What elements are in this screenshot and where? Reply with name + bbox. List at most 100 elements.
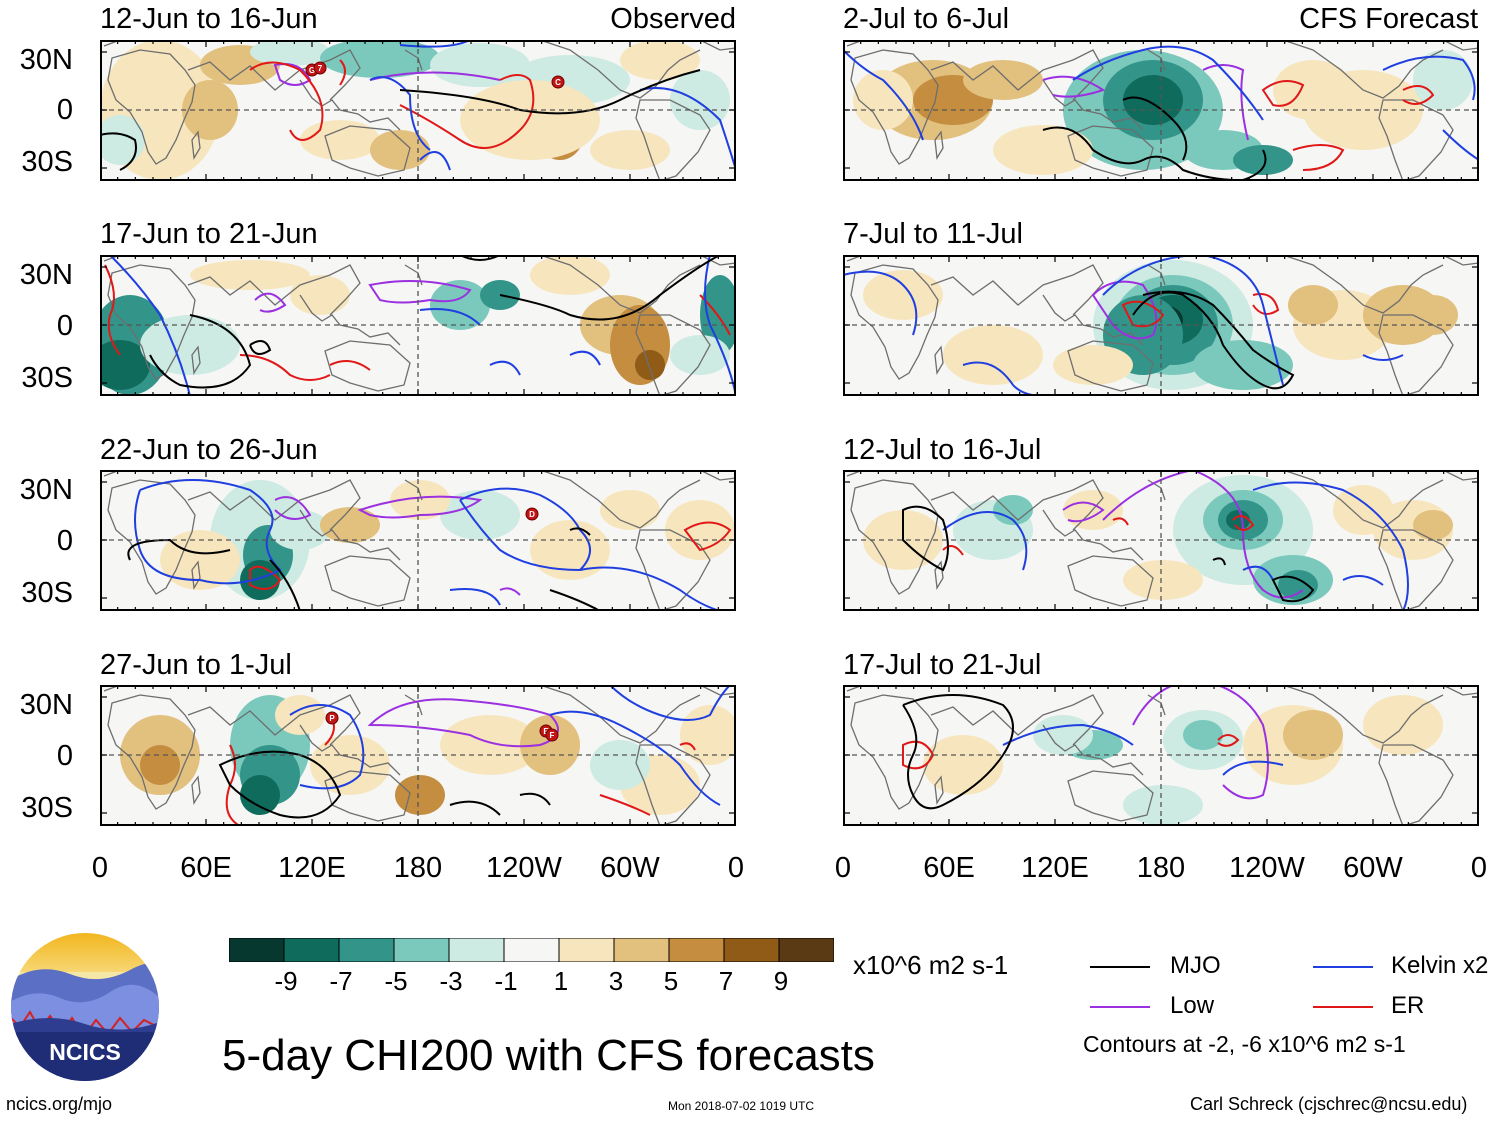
coastline	[850, 479, 939, 595]
coastline	[539, 685, 701, 744]
anomaly-shading	[1123, 75, 1183, 125]
panel-tag-cfs-forecast: CFS Forecast	[1299, 3, 1478, 35]
anomaly-shading	[310, 735, 390, 795]
storm-marker: D	[525, 507, 539, 521]
coastline	[1378, 314, 1454, 396]
mjo-contour	[499, 255, 721, 321]
anomaly-shading	[440, 490, 520, 540]
anomaly-shading	[395, 775, 445, 815]
kelvin-contour	[1362, 354, 1404, 361]
panel-tag-observed: Observed	[610, 3, 736, 35]
anomaly-shading	[320, 507, 380, 543]
coastline	[299, 724, 401, 776]
colorbar-units: x10^6 m2 s-1	[853, 950, 1009, 980]
anomaly-shading	[520, 715, 580, 775]
coastline	[930, 49, 1104, 101]
kelvin-contour	[942, 511, 1028, 571]
map-panel-12jul-16jul	[843, 470, 1479, 611]
coastline	[930, 479, 1104, 531]
kelvin-contour	[549, 710, 721, 806]
low-contour	[1062, 501, 1105, 523]
panel-title-2: 17-Jun to 21-Jun	[100, 218, 318, 250]
coastline	[934, 130, 944, 160]
coastline	[635, 314, 711, 396]
main-title: 5-day CHI200 with CFS forecasts	[222, 1031, 875, 1080]
panel-title-8: 17-Jul to 21-Jul	[843, 649, 1042, 681]
colorbar-swatch	[778, 938, 834, 962]
kelvin-contour	[419, 151, 451, 171]
kelvin-contour	[704, 255, 736, 396]
colorbar-swatch	[393, 938, 450, 962]
storm-marker-label: E	[543, 727, 549, 736]
map-panel-17jul-21jul	[843, 685, 1479, 826]
mjo-contour	[519, 792, 551, 806]
coastline	[539, 40, 701, 99]
panel-title-5: 2-Jul to 6-Jul	[843, 3, 1010, 35]
map-panel-17jun-21jun	[100, 255, 736, 396]
kelvin-contour	[1442, 129, 1479, 161]
er-contour	[249, 61, 324, 141]
mjo-contour	[902, 505, 949, 572]
colorbar-label: -5	[384, 966, 408, 996]
colorbar-swatch	[613, 938, 670, 962]
anomaly-shading	[1283, 710, 1343, 760]
coastline	[850, 694, 939, 810]
er-contour	[104, 264, 121, 356]
coastline	[1282, 470, 1444, 529]
logo-text: NCICS	[49, 1039, 121, 1065]
anomaly-shading	[300, 120, 380, 160]
y-tick-0: 0	[56, 94, 73, 126]
kelvin-contour	[1342, 575, 1384, 586]
colorbar	[229, 938, 834, 962]
storm-marker-label: P	[329, 714, 335, 723]
er-contour	[699, 294, 731, 336]
coastline	[1067, 340, 1154, 392]
er-contour	[239, 354, 331, 381]
y-tick-0: 0	[56, 310, 73, 342]
coastline	[324, 555, 411, 607]
legend-mjo-label: MJO	[1170, 952, 1221, 979]
kelvin-contour	[609, 685, 731, 721]
panel-title-6: 7-Jul to 11-Jul	[843, 218, 1023, 250]
anomaly-shading	[590, 740, 650, 790]
anomaly-shading	[100, 340, 150, 390]
x-tick-60w: 60W	[1343, 852, 1403, 884]
x-tick-0: 0	[834, 852, 852, 884]
coastline	[1282, 685, 1444, 744]
storm-marker-label: F	[550, 731, 555, 740]
coastline	[539, 470, 701, 529]
kelvin-contour	[1242, 565, 1274, 581]
kelvin-contour	[1252, 481, 1409, 611]
kelvin-contour	[843, 270, 918, 336]
footer-url[interactable]: ncics.org/mjo	[6, 1094, 113, 1114]
coastline	[1067, 125, 1154, 177]
colorbar-label: 7	[718, 966, 734, 996]
anomaly-shading	[250, 40, 330, 66]
mjo-contour	[269, 559, 301, 611]
x-tick-180: 180	[393, 852, 443, 884]
kelvin-contour	[1222, 760, 1284, 776]
coastline	[1042, 79, 1144, 131]
er-contour	[1217, 734, 1240, 747]
anomaly-shading	[440, 715, 540, 775]
coastline	[299, 294, 401, 346]
anomaly-shading	[993, 495, 1033, 525]
low-contour	[1132, 685, 1269, 800]
anomaly-shading	[190, 260, 310, 290]
colorbar-label: 1	[553, 966, 569, 996]
legend-low-line	[1090, 1006, 1150, 1008]
y-tick-30n: 30N	[19, 259, 73, 291]
mjo-contour	[399, 69, 701, 115]
storm-marker-label: 7	[318, 64, 323, 73]
anomaly-shading	[240, 775, 280, 815]
storm-marker: C	[551, 75, 565, 89]
anomaly-shading	[1123, 785, 1203, 825]
colorbar-label: -7	[329, 966, 353, 996]
x-tick-120e: 120E	[1021, 852, 1089, 884]
panel-title-4: 27-Jun to 1-Jul	[100, 649, 292, 681]
y-tick-30n: 30N	[19, 474, 73, 506]
mjo-contour	[218, 750, 342, 819]
low-contour	[274, 496, 312, 520]
kelvin-contour	[109, 255, 191, 396]
er-contour	[1261, 80, 1305, 107]
